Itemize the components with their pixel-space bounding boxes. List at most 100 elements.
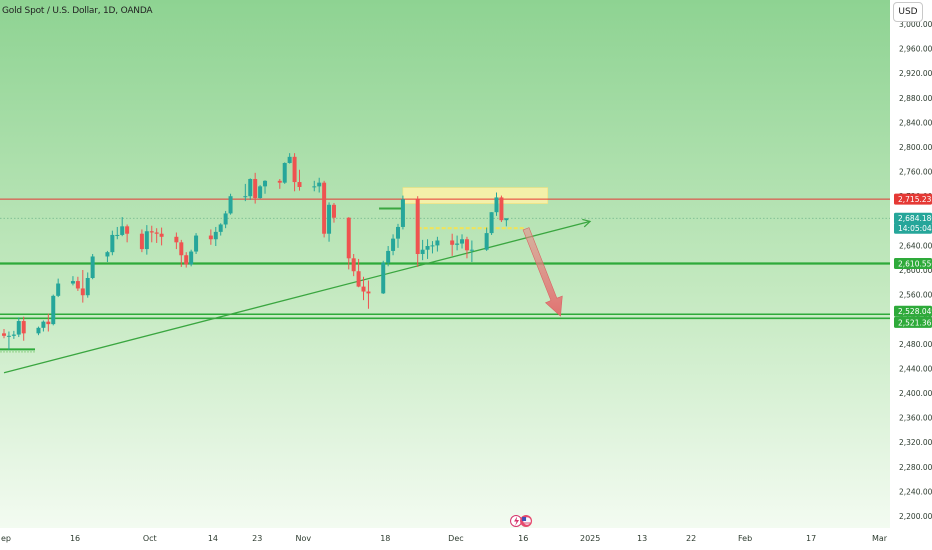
candle-body xyxy=(41,321,46,328)
candle-body xyxy=(253,178,258,199)
candle-body xyxy=(464,239,469,251)
y-tick-label: 2,400.000 xyxy=(899,389,932,398)
candle xyxy=(139,229,144,253)
candle-body xyxy=(189,251,194,265)
currency-button[interactable]: USD xyxy=(893,2,923,22)
y-tick-label: 2,960.000 xyxy=(899,45,932,54)
candle xyxy=(425,239,430,259)
x-tick-label: 16 xyxy=(518,534,528,543)
candle-body xyxy=(16,321,21,335)
candle xyxy=(253,172,258,204)
candle-body xyxy=(435,240,440,246)
candle xyxy=(105,250,110,263)
candle xyxy=(90,254,95,280)
y-tick-label: 2,600.000 xyxy=(899,266,932,275)
candle xyxy=(322,180,327,238)
x-tick-label: 16 xyxy=(70,534,80,543)
price-tag xyxy=(894,212,932,224)
x-tick-label: Mar xyxy=(872,534,888,543)
candle xyxy=(331,202,336,223)
candle-body xyxy=(494,197,499,213)
price-tag xyxy=(894,305,932,317)
y-tick-label: 2,800.000 xyxy=(899,143,932,152)
candle-body xyxy=(346,217,351,259)
candle xyxy=(297,169,302,191)
candle xyxy=(159,227,164,246)
candle xyxy=(356,258,361,288)
candle-body xyxy=(366,291,371,294)
candle xyxy=(292,153,297,192)
candle-body xyxy=(292,156,297,183)
candle-body xyxy=(484,233,489,250)
candle xyxy=(41,320,46,332)
price-tag xyxy=(894,258,932,270)
candle xyxy=(386,246,391,267)
candle xyxy=(248,178,253,200)
candle xyxy=(51,294,56,326)
candle-body xyxy=(218,224,223,232)
x-tick-label: Oct xyxy=(143,534,157,543)
candle xyxy=(85,272,90,298)
resistance-zone xyxy=(402,187,549,204)
candle-body xyxy=(85,277,90,296)
candle-body xyxy=(277,180,282,183)
candle xyxy=(312,180,317,192)
candle xyxy=(36,326,41,336)
candle-body xyxy=(144,231,149,250)
candle-body xyxy=(80,288,85,296)
candle xyxy=(415,196,420,267)
price-tag-label: 2,715.233 xyxy=(898,195,932,204)
x-tick-label: ep xyxy=(1,534,11,543)
us-flag-canton xyxy=(522,517,527,521)
candle xyxy=(391,234,396,256)
price-tag-label: 2,610.550 xyxy=(898,260,932,269)
y-tick-label: 2,760.000 xyxy=(899,168,932,177)
y-tick-label: 2,880.000 xyxy=(899,94,932,103)
candle-body xyxy=(415,199,420,255)
candle-body xyxy=(489,212,494,234)
candle xyxy=(11,330,16,339)
candle-body xyxy=(159,233,164,237)
candle xyxy=(228,193,233,215)
candle xyxy=(494,192,499,216)
y-tick-label: 2,920.000 xyxy=(899,69,932,78)
candle xyxy=(243,183,248,202)
candle-body xyxy=(430,245,435,247)
price-tag-label: 2,528.049 xyxy=(898,307,932,316)
candle xyxy=(46,313,51,332)
candle xyxy=(282,162,287,184)
candle xyxy=(504,218,509,227)
candle-body xyxy=(70,281,75,284)
candle xyxy=(469,240,474,263)
candle xyxy=(287,153,292,164)
candle-body xyxy=(184,255,189,265)
candle xyxy=(6,331,11,350)
candle-body xyxy=(228,196,233,214)
candle xyxy=(400,195,405,230)
candle xyxy=(420,239,425,261)
x-tick-label: 13 xyxy=(637,534,647,543)
candle xyxy=(110,230,115,256)
candle xyxy=(464,236,469,259)
candle xyxy=(223,210,228,229)
candle-body xyxy=(450,240,455,245)
y-tick-label: 2,240.000 xyxy=(899,487,932,496)
candle-body xyxy=(351,258,356,272)
candle-body xyxy=(90,256,95,278)
price-tag-label: 2,521.367 xyxy=(898,318,932,327)
candle-body xyxy=(248,178,253,197)
candle-body xyxy=(194,235,199,252)
candle-body xyxy=(46,321,51,325)
candle xyxy=(460,234,465,249)
candle xyxy=(154,228,159,243)
candle xyxy=(120,217,125,237)
candle-body xyxy=(282,162,287,183)
x-tick-label: Nov xyxy=(296,534,312,543)
candle xyxy=(499,195,504,223)
candle xyxy=(484,227,489,251)
candle-body xyxy=(361,286,366,292)
candle-body xyxy=(125,226,130,234)
y-tick-label: 2,560.000 xyxy=(899,291,932,300)
candle xyxy=(489,212,494,235)
